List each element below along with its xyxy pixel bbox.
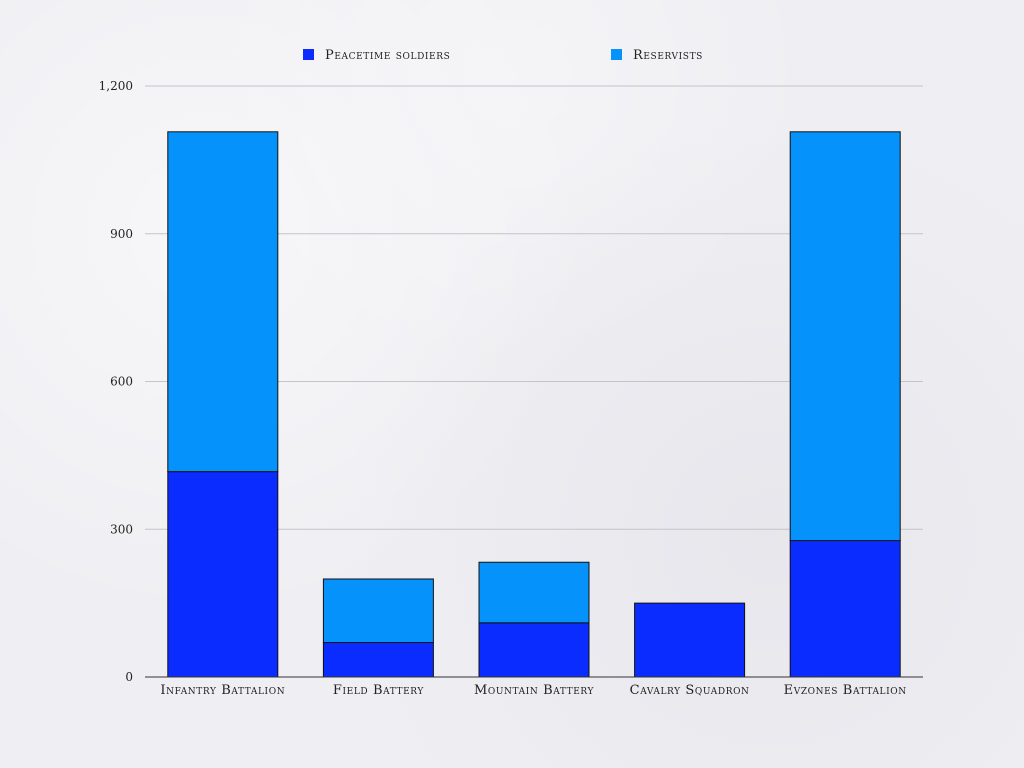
bars — [167, 131, 901, 678]
bar-segment — [634, 602, 746, 678]
bar-segment — [322, 578, 434, 644]
bar-segment — [789, 131, 901, 542]
x-category-label: Infantry Battalion — [160, 683, 285, 698]
y-axis-tick-labels: 0 300 600 900 1,200 — [99, 79, 133, 684]
y-tick-label: 600 — [110, 375, 133, 389]
y-tick-label: 300 — [110, 522, 133, 536]
legend-swatch — [611, 49, 622, 60]
x-category-label: Field Battery — [333, 683, 424, 698]
y-tick-label: 900 — [110, 227, 133, 241]
bar-segment — [478, 622, 590, 678]
y-tick-label: 1,200 — [99, 79, 133, 93]
bar-segment — [167, 471, 279, 678]
bar-segment — [167, 131, 279, 473]
legend: Peacetime soldiers Reservists — [303, 48, 703, 63]
x-category-label: Mountain Battery — [474, 683, 595, 698]
y-tick-label: 0 — [125, 670, 133, 684]
legend-swatch — [303, 49, 314, 60]
x-category-label: Cavalry Squadron — [630, 683, 750, 698]
legend-label: Peacetime soldiers — [325, 48, 450, 63]
bar-segment — [478, 561, 590, 624]
x-category-label: Evzones Battalion — [784, 683, 907, 698]
legend-label: Reservists — [633, 48, 703, 63]
bar-segment — [789, 540, 901, 678]
bar-segment — [322, 642, 434, 678]
x-axis-category-labels: Infantry Battalion Field Battery Mountain … — [160, 683, 906, 698]
